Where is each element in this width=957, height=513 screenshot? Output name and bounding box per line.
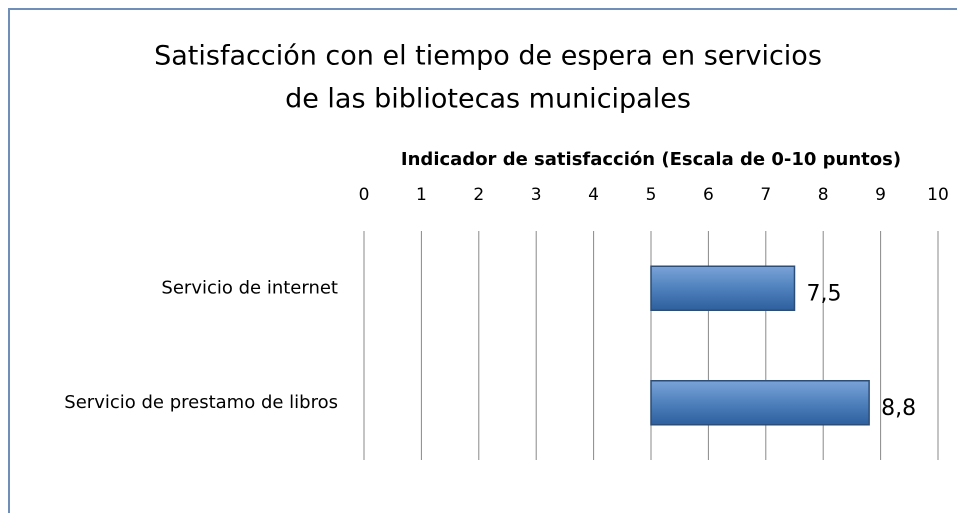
data-label: 7,5 <box>807 281 842 306</box>
bar <box>650 380 870 426</box>
y-tick-label: Servicio de prestamo de libros <box>64 392 338 413</box>
x-tick-label: 7 <box>760 185 771 205</box>
x-tick-label: 4 <box>588 185 599 205</box>
chart-border <box>8 8 957 513</box>
x-tick-label: 10 <box>927 185 949 205</box>
x-tick-label: 5 <box>646 185 657 205</box>
x-tick-label: 0 <box>359 185 370 205</box>
x-axis-title: Indicador de satisfacción (Escala de 0-1… <box>401 149 901 170</box>
x-tick-label: 2 <box>473 185 484 205</box>
x-tick-label: 6 <box>703 185 714 205</box>
chart-title: de las bibliotecas municipales <box>285 84 691 115</box>
x-tick-label: 3 <box>531 185 542 205</box>
bar <box>650 265 796 311</box>
x-tick-label: 8 <box>818 185 829 205</box>
x-tick-label: 9 <box>875 185 886 205</box>
x-tick-label: 1 <box>416 185 427 205</box>
y-tick-label: Servicio de internet <box>161 277 338 298</box>
data-label: 8,8 <box>881 396 916 421</box>
chart-title: Satisfacción con el tiempo de espera en … <box>154 41 822 72</box>
